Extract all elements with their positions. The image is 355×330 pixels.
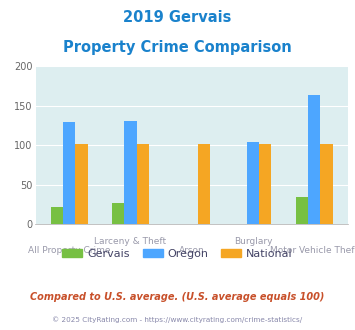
Bar bbox=[296, 197, 308, 224]
Text: 2019 Gervais: 2019 Gervais bbox=[123, 10, 232, 25]
Text: All Property Crime: All Property Crime bbox=[28, 246, 110, 255]
Text: Burglary: Burglary bbox=[234, 237, 272, 246]
Bar bbox=[247, 142, 259, 224]
Text: Property Crime Comparison: Property Crime Comparison bbox=[63, 40, 292, 54]
Legend: Gervais, Oregon, National: Gervais, Oregon, National bbox=[58, 245, 297, 263]
Bar bbox=[198, 145, 210, 224]
Text: Larceny & Theft: Larceny & Theft bbox=[94, 237, 166, 246]
Bar bbox=[75, 145, 88, 224]
Bar bbox=[259, 145, 271, 224]
Bar bbox=[63, 122, 75, 224]
Text: Motor Vehicle Theft: Motor Vehicle Theft bbox=[270, 246, 355, 255]
Text: Arson: Arson bbox=[179, 246, 204, 255]
Bar bbox=[320, 145, 333, 224]
Bar bbox=[308, 95, 320, 224]
Bar bbox=[124, 121, 137, 224]
Bar bbox=[51, 207, 63, 224]
Text: Compared to U.S. average. (U.S. average equals 100): Compared to U.S. average. (U.S. average … bbox=[30, 292, 325, 302]
Bar bbox=[137, 145, 149, 224]
Text: © 2025 CityRating.com - https://www.cityrating.com/crime-statistics/: © 2025 CityRating.com - https://www.city… bbox=[53, 317, 302, 323]
Bar bbox=[112, 203, 124, 224]
